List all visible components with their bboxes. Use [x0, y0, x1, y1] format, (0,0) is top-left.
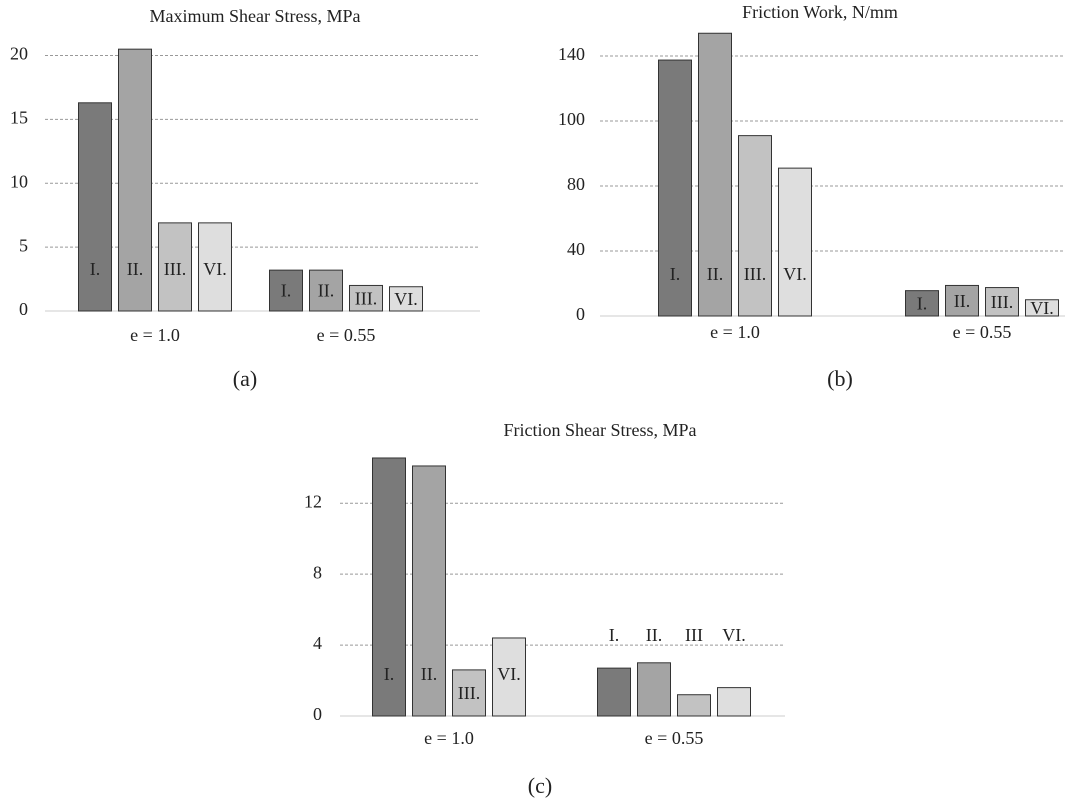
bar-label: I.: [281, 281, 292, 301]
x-tick-label: e = 1.0: [710, 322, 760, 342]
chart-title: Maximum Shear Stress, MPa: [150, 6, 361, 26]
bar: [118, 48, 152, 312]
bar-label: VI.: [394, 289, 418, 309]
bar-label: I.: [90, 259, 101, 279]
bar-label: II.: [954, 291, 971, 311]
bar: [158, 222, 192, 312]
bar: [309, 269, 343, 312]
bar: [658, 59, 692, 317]
bar-label: II.: [421, 664, 438, 684]
bar: [452, 669, 486, 717]
caption: (c): [528, 773, 552, 798]
bar: [677, 694, 711, 717]
bar-label: I.: [917, 293, 928, 313]
x-tick-label: e = 1.0: [424, 728, 474, 748]
x-tick-label: e = 0.55: [953, 322, 1012, 342]
bar-label: I.: [384, 664, 395, 684]
bar-label: II.: [707, 264, 724, 284]
bar: [945, 284, 979, 317]
x-tick-label: e = 0.55: [317, 325, 376, 345]
bar-label: VI.: [1030, 298, 1054, 318]
bar: [738, 135, 772, 317]
bar: [698, 32, 732, 317]
bar: [269, 269, 303, 312]
bar: [1025, 299, 1059, 317]
bar-label: VI.: [203, 259, 227, 279]
bar: [372, 457, 406, 717]
bar-label: III.: [744, 264, 766, 284]
bar: [492, 637, 526, 717]
bar-label: III: [685, 625, 703, 645]
bar-label: II.: [646, 625, 663, 645]
y-tick-label: 140: [558, 44, 585, 64]
x-tick-label: e = 1.0: [130, 325, 180, 345]
bar: [597, 667, 631, 717]
bar: [717, 687, 751, 717]
bar: [78, 102, 112, 312]
bar: [778, 167, 812, 317]
y-tick-label: 4: [313, 633, 322, 653]
y-tick-label: 80: [567, 174, 585, 194]
bar-label: III.: [458, 683, 480, 703]
y-tick-label: 0: [19, 299, 28, 319]
bar-label: I.: [609, 625, 620, 645]
y-tick-label: 0: [576, 304, 585, 324]
bar-label: II.: [318, 281, 335, 301]
bar: [905, 290, 939, 317]
bar-label: II.: [127, 259, 144, 279]
bar-label: VI.: [722, 625, 746, 645]
y-tick-label: 100: [558, 109, 585, 129]
y-tick-label: 5: [19, 235, 28, 255]
bar: [412, 465, 446, 717]
y-tick-label: 0: [313, 704, 322, 724]
x-tick-label: e = 0.55: [645, 728, 704, 748]
y-tick-label: 8: [313, 562, 322, 582]
bar-label: VI.: [497, 664, 521, 684]
bar-label: I.: [670, 264, 681, 284]
chart-title: Friction Shear Stress, MPa: [504, 420, 697, 440]
y-tick-label: 20: [10, 44, 28, 64]
bar: [637, 662, 671, 717]
caption: (b): [827, 366, 853, 391]
bar-label: III.: [164, 259, 186, 279]
bar-label: III.: [991, 292, 1013, 312]
bar: [985, 287, 1019, 317]
chart-title: Friction Work, N/mm: [742, 2, 898, 22]
y-tick-label: 15: [10, 108, 28, 128]
bar: [389, 286, 423, 312]
bar-label: VI.: [783, 264, 807, 284]
y-tick-label: 12: [304, 491, 322, 511]
y-tick-label: 10: [10, 171, 28, 191]
y-tick-label: 40: [567, 239, 585, 259]
bar: [349, 284, 383, 312]
caption: (a): [233, 366, 257, 391]
bar-label: III.: [355, 288, 377, 308]
bar: [198, 222, 232, 312]
